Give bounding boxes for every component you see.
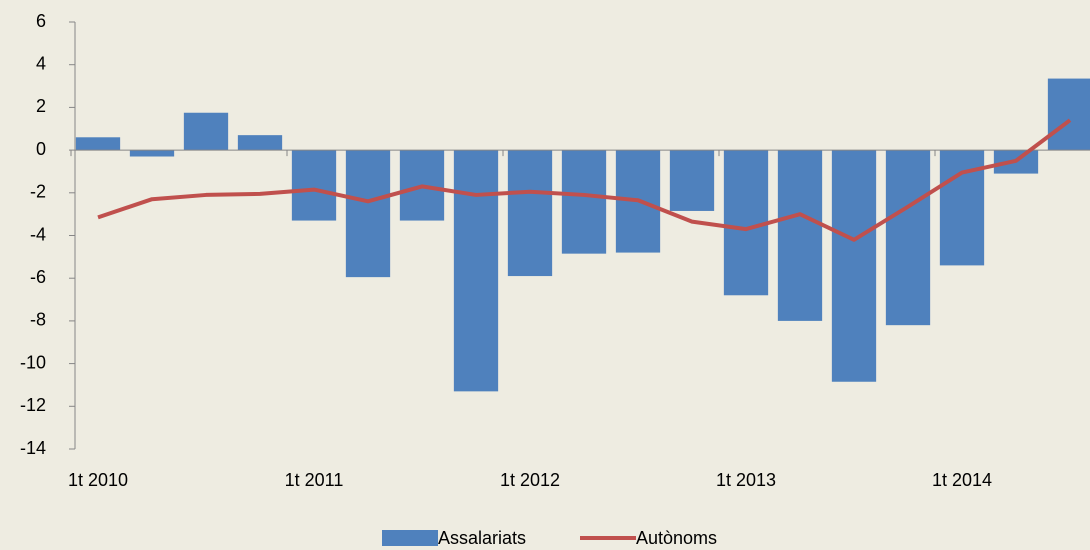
legend-label: Autònoms <box>636 528 717 548</box>
legend-label: Assalariats <box>438 528 526 548</box>
y-tick-label: -6 <box>30 267 46 287</box>
x-tick-label: 1t 2014 <box>932 470 992 490</box>
bar <box>291 150 337 221</box>
bar <box>885 150 931 326</box>
y-tick-label: -4 <box>30 224 46 244</box>
y-tick-label: 6 <box>36 11 46 31</box>
bar <box>777 150 823 321</box>
bar <box>345 150 391 278</box>
y-tick-label: 4 <box>36 53 46 73</box>
bar <box>561 150 607 254</box>
bar <box>669 150 715 211</box>
bar <box>507 150 553 277</box>
x-tick-label: 1t 2012 <box>500 470 560 490</box>
y-tick-label: -8 <box>30 310 46 330</box>
bar <box>237 135 283 151</box>
bar <box>183 112 229 151</box>
y-tick-label: -2 <box>30 182 46 202</box>
y-tick-label: -14 <box>20 438 46 458</box>
bar <box>831 150 877 382</box>
bar <box>75 137 121 151</box>
legend-swatch <box>382 530 438 546</box>
y-tick-label: -12 <box>20 395 46 415</box>
line <box>97 118 1072 242</box>
x-tick-label: 1t 2013 <box>716 470 776 490</box>
y-tick-label: 2 <box>36 96 46 116</box>
bar <box>129 150 175 157</box>
x-tick-label: 1t 2011 <box>285 470 344 490</box>
bar <box>453 150 499 392</box>
x-tick-label: 1t 2010 <box>68 470 128 490</box>
y-tick-label: 0 <box>36 139 46 159</box>
bar <box>723 150 769 296</box>
bar <box>1047 78 1090 151</box>
y-tick-label: -10 <box>20 352 46 372</box>
